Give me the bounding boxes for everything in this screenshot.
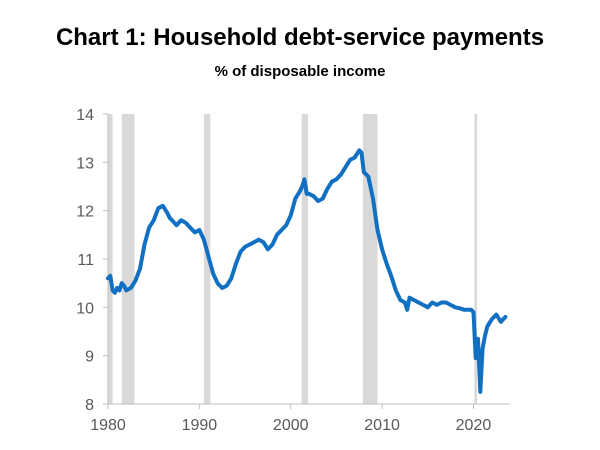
y-tick-label: 8 (85, 397, 94, 414)
y-tick-label: 11 (77, 252, 94, 269)
recession-band-1 (121, 114, 135, 404)
series-lines (106, 148, 508, 394)
x-tick-label: 2010 (364, 417, 400, 434)
recession-band-0 (108, 114, 113, 404)
x-tick-label: 1990 (182, 417, 218, 434)
x-tick-label: 2000 (273, 417, 309, 434)
chart-subtitle: % of disposable income (214, 63, 386, 80)
recession-band-4 (362, 114, 378, 404)
series-line-0 (106, 148, 508, 394)
y-tick-label: 13 (76, 155, 94, 172)
y-tick-label: 14 (76, 107, 94, 124)
recession-band-5 (474, 114, 478, 404)
chart-title: Chart 1: Household debt-service payments (55, 24, 545, 51)
x-tick-label: 1980 (90, 417, 126, 434)
y-tick-label: 12 (76, 204, 94, 221)
recession-bands (108, 114, 478, 404)
y-tick-label: 10 (76, 300, 94, 317)
x-tick-label: 2020 (456, 417, 492, 434)
tick-labels: 8 9 10 11 12 13 14 1980 1990 2000 2010 2020 (76, 107, 491, 434)
axes (103, 113, 510, 409)
recession-band-3 (301, 114, 309, 404)
y-tick-label: 9 (85, 349, 94, 366)
